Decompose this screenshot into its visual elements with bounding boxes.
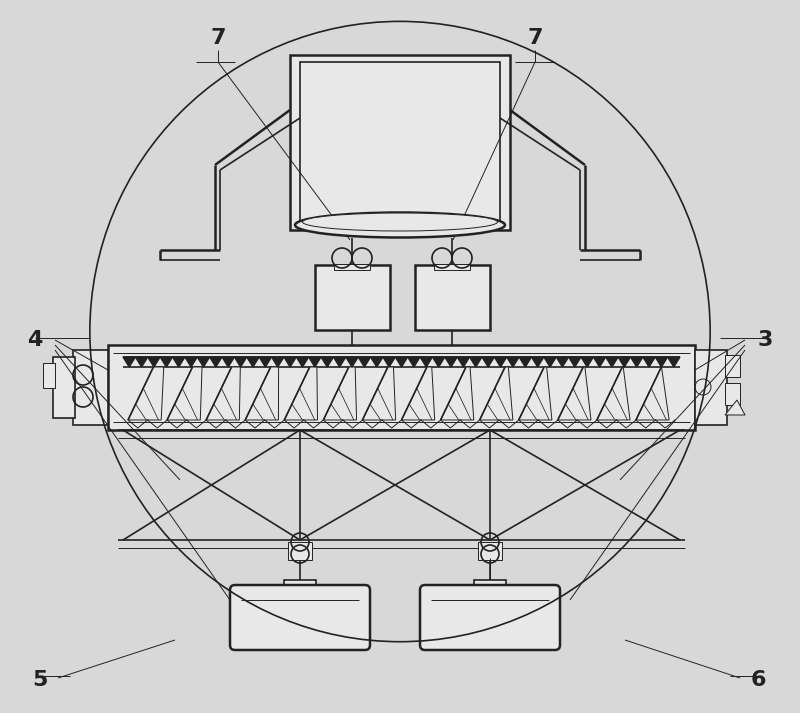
Bar — [478, 542, 502, 560]
Polygon shape — [630, 357, 643, 367]
Polygon shape — [284, 357, 296, 367]
Polygon shape — [346, 357, 358, 367]
Polygon shape — [370, 357, 383, 367]
Polygon shape — [334, 357, 346, 367]
Bar — [73, 350, 108, 425]
Polygon shape — [482, 357, 494, 367]
FancyBboxPatch shape — [420, 585, 560, 650]
Polygon shape — [480, 367, 513, 420]
Polygon shape — [358, 357, 370, 367]
Polygon shape — [296, 357, 309, 367]
Polygon shape — [395, 357, 408, 367]
Bar — [695, 350, 727, 425]
Polygon shape — [160, 357, 173, 367]
Polygon shape — [309, 357, 321, 367]
Bar — [288, 542, 312, 560]
Polygon shape — [167, 367, 202, 420]
Polygon shape — [725, 400, 745, 415]
Polygon shape — [284, 367, 318, 420]
Bar — [474, 580, 506, 598]
Text: 6: 6 — [750, 670, 766, 690]
Polygon shape — [210, 357, 222, 367]
Polygon shape — [494, 357, 506, 367]
Polygon shape — [383, 357, 395, 367]
Text: 5: 5 — [32, 670, 48, 690]
Polygon shape — [594, 357, 606, 367]
Polygon shape — [643, 357, 655, 367]
Polygon shape — [185, 357, 198, 367]
Polygon shape — [470, 357, 482, 367]
Polygon shape — [618, 357, 630, 367]
Polygon shape — [246, 357, 259, 367]
Polygon shape — [458, 357, 470, 367]
Polygon shape — [271, 357, 284, 367]
Bar — [415, 265, 490, 330]
Bar — [108, 345, 695, 430]
Polygon shape — [206, 367, 240, 420]
Bar — [434, 264, 470, 270]
Polygon shape — [597, 367, 630, 420]
Ellipse shape — [295, 212, 505, 237]
Text: 4: 4 — [27, 330, 42, 350]
Polygon shape — [128, 367, 164, 420]
Polygon shape — [259, 357, 271, 367]
Polygon shape — [581, 357, 594, 367]
Polygon shape — [173, 357, 185, 367]
Polygon shape — [321, 357, 334, 367]
Polygon shape — [362, 367, 396, 420]
Text: 3: 3 — [758, 330, 773, 350]
Polygon shape — [135, 357, 148, 367]
Bar — [43, 363, 55, 387]
Bar — [53, 357, 75, 418]
Bar — [315, 265, 390, 330]
Polygon shape — [234, 357, 246, 367]
Bar — [300, 62, 500, 225]
Bar — [725, 355, 740, 377]
Polygon shape — [544, 357, 556, 367]
Bar — [725, 383, 740, 405]
Polygon shape — [323, 367, 357, 420]
Polygon shape — [222, 357, 234, 367]
Polygon shape — [408, 357, 420, 367]
Polygon shape — [636, 367, 669, 420]
Text: 7: 7 — [210, 28, 226, 48]
Polygon shape — [506, 357, 519, 367]
Polygon shape — [433, 357, 445, 367]
Bar — [284, 580, 316, 598]
Bar — [334, 264, 370, 270]
Polygon shape — [198, 357, 210, 367]
FancyBboxPatch shape — [230, 585, 370, 650]
Polygon shape — [402, 367, 434, 420]
Polygon shape — [606, 357, 618, 367]
Polygon shape — [531, 357, 544, 367]
Text: 7: 7 — [527, 28, 542, 48]
Polygon shape — [123, 357, 135, 367]
Polygon shape — [518, 367, 552, 420]
Polygon shape — [519, 357, 531, 367]
Polygon shape — [558, 367, 591, 420]
Bar — [290, 55, 510, 230]
Polygon shape — [668, 357, 680, 367]
Polygon shape — [246, 367, 278, 420]
Polygon shape — [655, 357, 668, 367]
Polygon shape — [569, 357, 581, 367]
Polygon shape — [148, 357, 160, 367]
Ellipse shape — [302, 213, 498, 231]
Polygon shape — [445, 357, 458, 367]
Polygon shape — [420, 357, 433, 367]
Polygon shape — [441, 367, 474, 420]
Polygon shape — [556, 357, 569, 367]
